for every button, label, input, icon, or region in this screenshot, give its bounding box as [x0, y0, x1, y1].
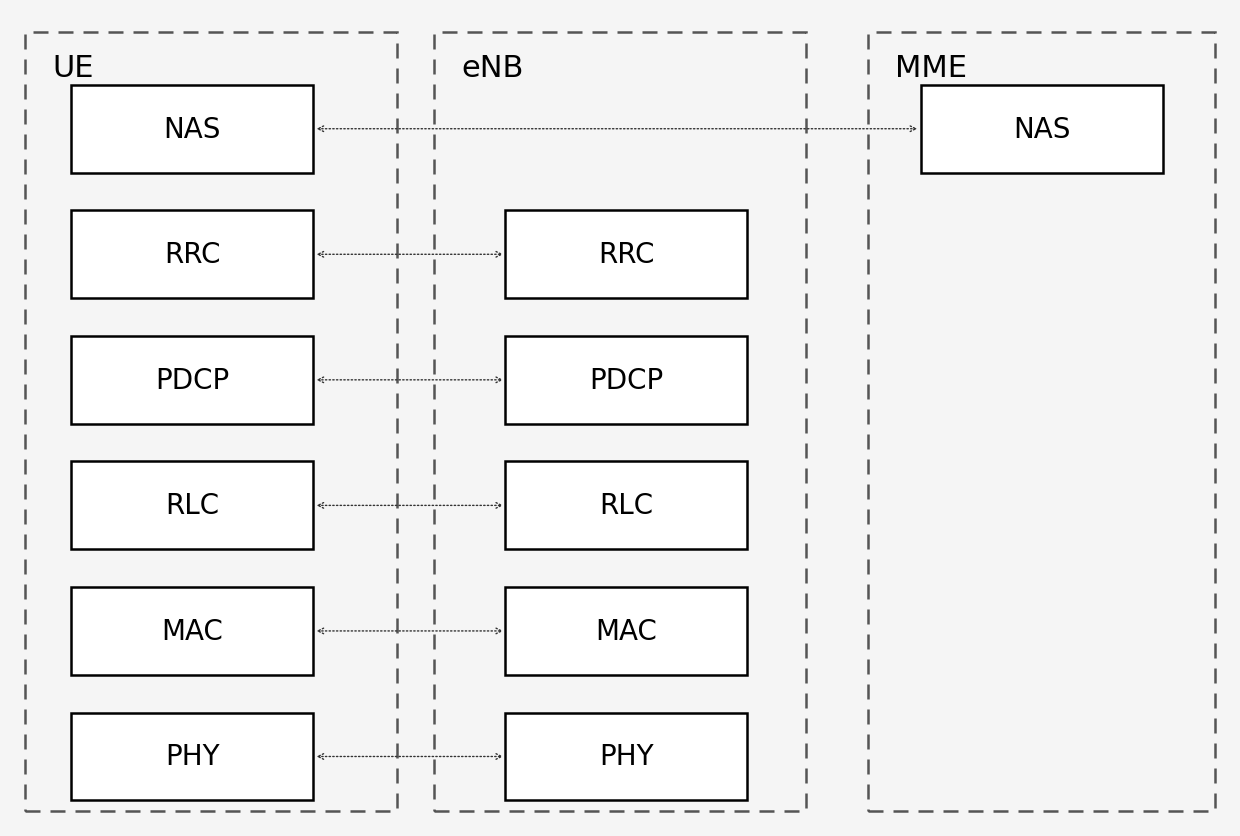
Text: PHY: PHY — [165, 742, 219, 771]
Bar — [920, 86, 1163, 174]
Bar — [71, 336, 312, 424]
Text: RRC: RRC — [598, 241, 655, 269]
Text: eNB: eNB — [461, 54, 523, 84]
Bar — [25, 33, 397, 811]
Text: RLC: RLC — [599, 492, 653, 520]
Bar — [434, 33, 806, 811]
Bar — [506, 336, 746, 424]
Text: PDCP: PDCP — [155, 366, 229, 395]
Text: NAS: NAS — [1013, 115, 1070, 144]
Text: RRC: RRC — [164, 241, 221, 269]
Text: RLC: RLC — [165, 492, 219, 520]
Bar — [71, 86, 312, 174]
Bar — [71, 712, 312, 801]
Text: MAC: MAC — [161, 617, 223, 645]
Bar — [71, 212, 312, 299]
Text: PHY: PHY — [599, 742, 653, 771]
Text: NAS: NAS — [164, 115, 221, 144]
Bar — [506, 587, 746, 675]
Text: MAC: MAC — [595, 617, 657, 645]
Text: MME: MME — [895, 54, 967, 84]
Bar — [506, 461, 746, 550]
Bar — [71, 461, 312, 550]
Bar — [868, 33, 1215, 811]
Text: PDCP: PDCP — [589, 366, 663, 395]
Bar — [71, 587, 312, 675]
Text: UE: UE — [52, 54, 93, 84]
Bar — [506, 712, 746, 801]
Bar — [506, 212, 746, 299]
